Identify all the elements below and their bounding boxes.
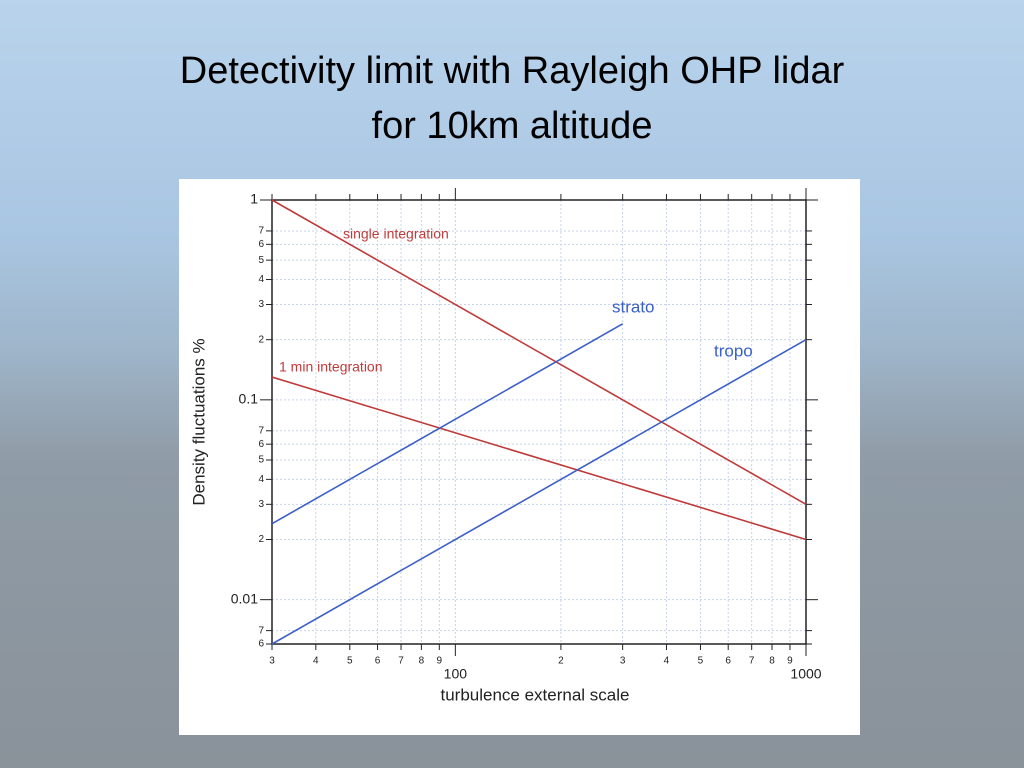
title-line: for 10km altitude: [371, 105, 653, 147]
x-tick-label: 4: [664, 656, 670, 667]
series-label: strato: [612, 297, 655, 316]
x-tick-label: 3: [269, 656, 275, 667]
y-tick-label: 1: [250, 191, 258, 207]
x-tick-label: 9: [437, 656, 443, 667]
slide-title: Detectivity limit with Rayleigh OHP lida…: [0, 44, 1024, 154]
x-tick-label: 9: [787, 656, 793, 667]
y-tick-label: 2: [258, 534, 264, 545]
y-tick-label: 0.1: [239, 391, 259, 407]
plot-frame: [271, 199, 807, 645]
y-tick-label: 6: [258, 239, 264, 250]
x-tick-label: 100: [444, 666, 468, 682]
y-tick-label: 4: [258, 474, 264, 485]
series-label: single integration: [343, 226, 449, 242]
x-tick-label: 2: [558, 656, 564, 667]
y-tick-label: 6: [258, 439, 264, 450]
x-axis-label: turbulence external scale: [440, 685, 629, 704]
series-line: [271, 338, 807, 645]
y-tick-label: 3: [258, 499, 264, 510]
x-tick-label: 8: [769, 656, 775, 667]
series-label: tropo: [714, 341, 753, 360]
y-tick-label: 5: [258, 255, 264, 266]
x-tick-label: 5: [347, 656, 353, 667]
y-tick-label: 2: [258, 334, 264, 345]
y-tick-label: 5: [258, 455, 264, 466]
y-tick-label: 7: [258, 625, 264, 636]
series-line: [271, 199, 807, 506]
x-tick-label: 6: [725, 656, 731, 667]
x-tick-label: 5: [698, 656, 704, 667]
title-line: Detectivity limit with Rayleigh OHP lida…: [179, 50, 845, 92]
x-tick-label: 3: [620, 656, 626, 667]
x-tick-label: 8: [419, 656, 425, 667]
y-tick-label: 3: [258, 299, 264, 310]
x-tick-label: 7: [398, 656, 404, 667]
y-tick-label: 6: [258, 639, 264, 650]
y-axis-label: Density fluctuations %: [189, 338, 208, 505]
x-tick-label: 6: [375, 656, 381, 667]
x-tick-label: 1000: [790, 666, 821, 682]
y-tick-label: 7: [258, 226, 264, 237]
series-line: [271, 323, 624, 525]
y-tick-label: 7: [258, 425, 264, 436]
y-tick-label: 4: [258, 274, 264, 285]
x-tick-label: 7: [749, 656, 755, 667]
x-tick-label: 4: [313, 656, 319, 667]
series-line: [271, 376, 807, 541]
chart-background: [179, 179, 860, 735]
series-label: 1 min integration: [279, 359, 383, 375]
y-tick-label: 0.01: [231, 590, 258, 606]
